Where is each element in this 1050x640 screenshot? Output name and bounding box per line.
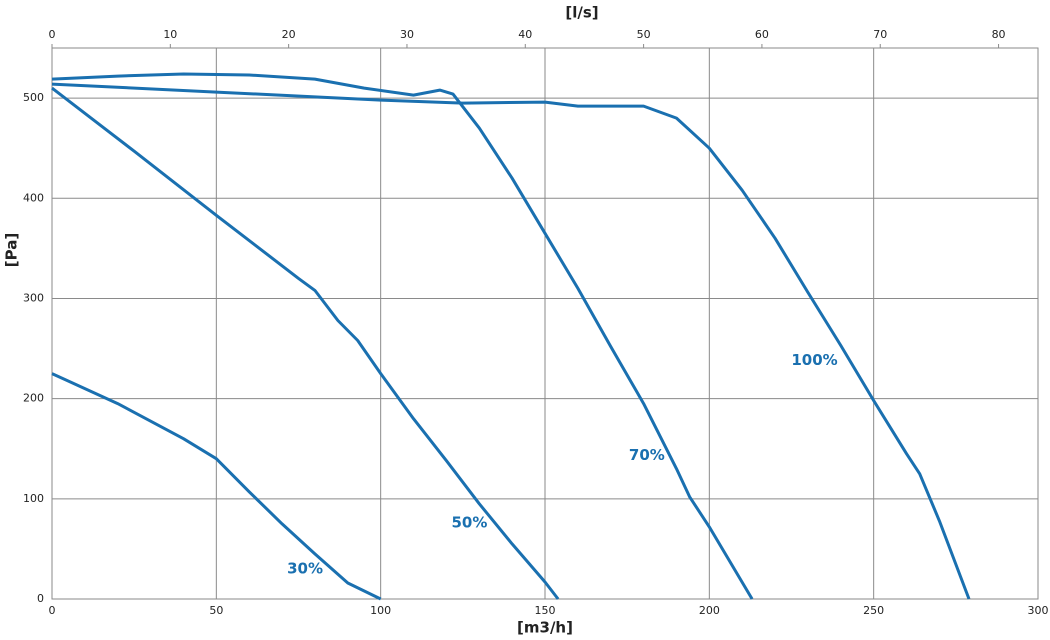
x2-tick-label: 40 xyxy=(518,28,532,41)
x2-tick-label: 60 xyxy=(755,28,769,41)
fan-curve xyxy=(51,72,754,600)
x2-axis-title: [l/s] xyxy=(565,4,598,22)
x2-tick-label: 50 xyxy=(637,28,651,41)
y-tick-label: 200 xyxy=(23,392,44,405)
curve-label: 30% xyxy=(287,559,323,577)
x-tick-label: 300 xyxy=(1028,604,1049,617)
y-tick-label: 0 xyxy=(37,592,44,605)
curve-label: 100% xyxy=(791,351,837,369)
x2-tick-label: 0 xyxy=(49,28,56,41)
x-tick-label: 100 xyxy=(370,604,391,617)
x2-tick-label: 80 xyxy=(992,28,1006,41)
x2-tick-label: 30 xyxy=(400,28,414,41)
y-tick-label: 300 xyxy=(23,291,44,304)
curve-label: 70% xyxy=(629,446,665,464)
fan-curve xyxy=(51,86,560,600)
x-tick-label: 250 xyxy=(863,604,884,617)
x-tick-label: 50 xyxy=(209,604,223,617)
x-tick-label: 0 xyxy=(49,604,56,617)
fan-curve xyxy=(51,82,971,600)
y-tick-label: 100 xyxy=(23,492,44,505)
fan-curve xyxy=(51,372,382,601)
x-axis-title: [m3/h] xyxy=(517,619,573,637)
x-tick-label: 200 xyxy=(699,604,720,617)
x-tick-label: 150 xyxy=(535,604,556,617)
y-axis-title: [Pa] xyxy=(3,233,21,267)
curve-label: 50% xyxy=(451,513,487,531)
x2-tick-label: 10 xyxy=(163,28,177,41)
y-tick-label: 500 xyxy=(23,91,44,104)
y-tick-label: 400 xyxy=(23,191,44,204)
x2-tick-label: 70 xyxy=(873,28,887,41)
x2-tick-label: 20 xyxy=(282,28,296,41)
